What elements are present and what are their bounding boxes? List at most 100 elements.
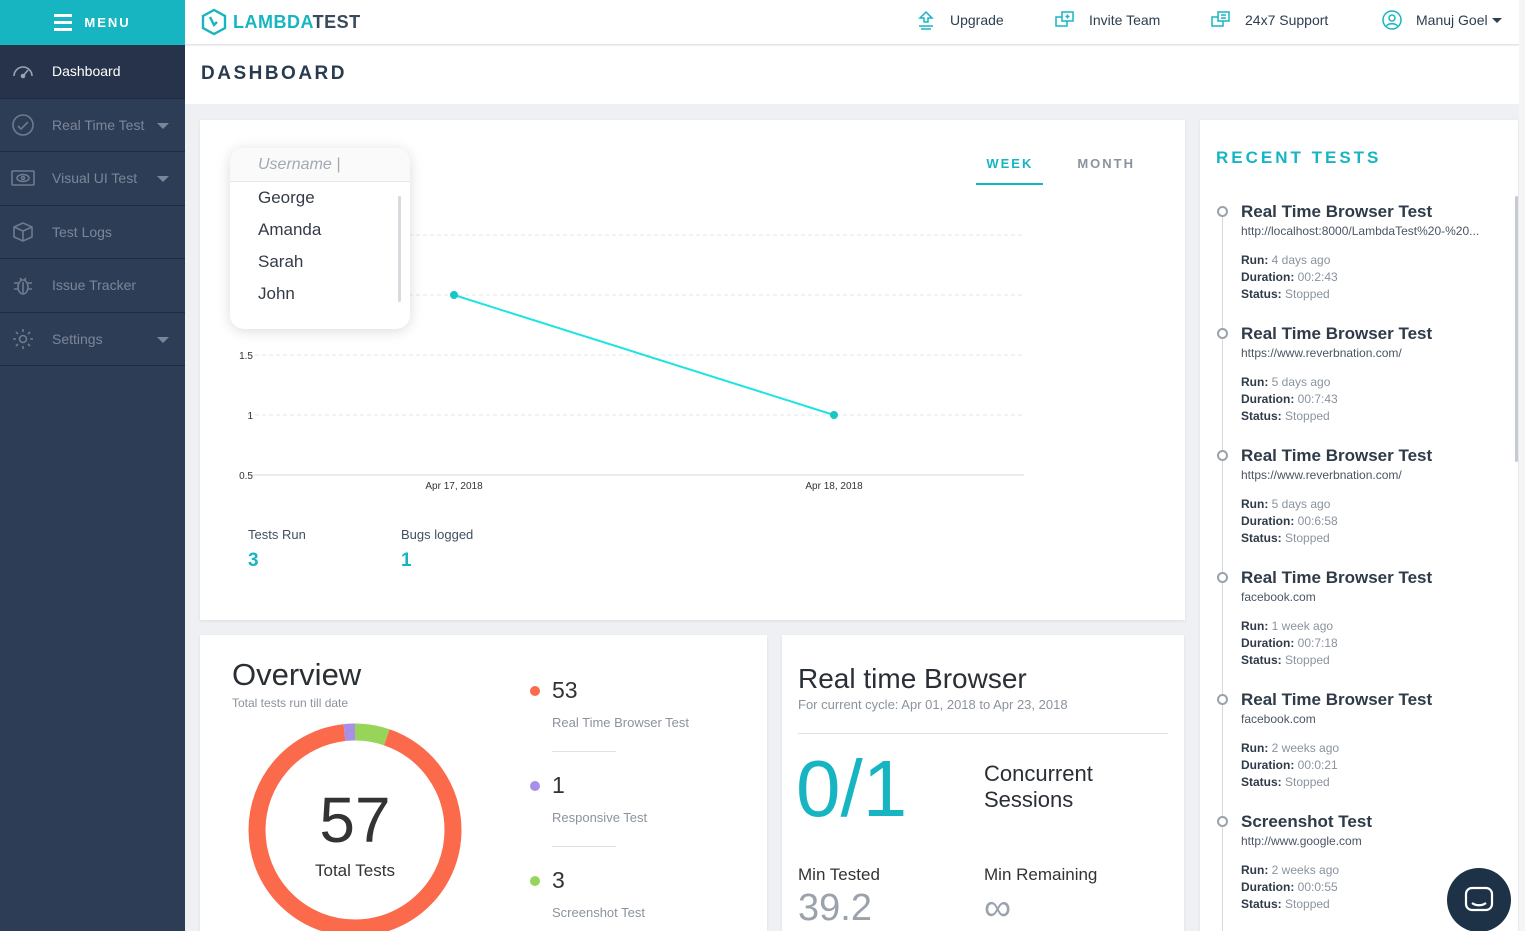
run-label: Run: — [1241, 741, 1269, 755]
timeline-node-icon — [1217, 450, 1228, 461]
lambdatest-logo[interactable]: LAMBDATEST — [201, 8, 361, 36]
legend-dot — [530, 686, 540, 696]
recent-test-item[interactable]: Real Time Browser Test https://www.reverb… — [1200, 446, 1500, 572]
dropdown-option-john[interactable]: John — [258, 284, 295, 303]
hamburger-icon — [54, 14, 73, 31]
recent-tests-title: RECENT TESTS — [1216, 148, 1382, 167]
recent-test-title[interactable]: Real Time Browser Test — [1241, 568, 1433, 587]
donut-chart — [248, 723, 462, 931]
status-label: Status: — [1241, 531, 1282, 545]
duration-label: Duration: — [1241, 758, 1295, 772]
recent-tests-card: RECENT TESTS Real Time Browser Test http:… — [1200, 120, 1518, 931]
legend-value: 1 — [552, 772, 565, 798]
recent-test-item[interactable]: Real Time Browser Test facebook.com Run: 2… — [1200, 690, 1500, 816]
status-value: Stopped — [1285, 653, 1330, 667]
recent-test-status: Status: Stopped — [1241, 653, 1330, 667]
run-label: Run: — [1241, 619, 1269, 633]
recent-test-url: http://localhost:8000/LambdaTest%20-%20.… — [1241, 224, 1480, 238]
series-line — [453, 294, 835, 416]
legend-label: Responsive Test — [552, 810, 648, 825]
recent-test-item[interactable]: Screenshot Test http://www.google.com Run:… — [1200, 812, 1500, 931]
min-remaining-value: ∞ — [984, 887, 1012, 929]
recent-test-item[interactable]: Real Time Browser Test https://www.reverb… — [1200, 324, 1500, 450]
sidebar-item-dashboard[interactable]: Dashboard — [0, 45, 185, 99]
chat-launcher-button[interactable] — [1447, 868, 1511, 931]
recent-test-item[interactable]: Real Time Browser Test http://localhost:8… — [1200, 202, 1500, 328]
user-avatar-icon — [1382, 10, 1402, 30]
recent-test-title[interactable]: Screenshot Test — [1241, 812, 1373, 831]
legend-value: 3 — [552, 867, 565, 893]
recent-test-duration: Duration: 00:2:43 — [1241, 270, 1338, 284]
gear-icon — [10, 326, 36, 352]
recent-tests-scrollbar[interactable] — [1515, 196, 1518, 462]
total-tests-label: Total Tests — [314, 861, 395, 880]
support-icon — [1211, 10, 1231, 30]
username-dropdown: Username | George Amanda Sarah John — [230, 148, 410, 329]
recent-test-run: Run: 2 weeks ago — [1241, 863, 1339, 877]
dropdown-scrollbar[interactable] — [398, 196, 401, 302]
logo-text-lambda: LAMBDA — [233, 11, 313, 32]
data-point — [830, 411, 838, 419]
recent-test-status: Status: Stopped — [1241, 287, 1330, 301]
dropdown-option-amanda[interactable]: Amanda — [258, 220, 322, 239]
duration-value: 00:2:43 — [1297, 270, 1338, 284]
y-tick-label: 1.5 — [239, 351, 253, 362]
duration-label: Duration: — [1241, 636, 1295, 650]
duration-label: Duration: — [1241, 270, 1295, 284]
status-label: Status: — [1241, 775, 1282, 789]
dropdown-option-sarah[interactable]: Sarah — [258, 252, 304, 271]
menu-label: MENU — [84, 15, 131, 30]
sidebar-item-test-logs[interactable]: Test Logs — [0, 206, 185, 259]
upgrade-link[interactable]: Upgrade — [916, 10, 1004, 30]
sidebar-item-settings[interactable]: Settings — [0, 313, 185, 366]
y-tick-label: 1 — [247, 411, 253, 422]
dropdown-option-george[interactable]: George — [258, 188, 315, 207]
support-link[interactable]: 24x7 Support — [1211, 10, 1328, 30]
divider — [798, 733, 1168, 734]
tab-month[interactable]: MONTH — [1077, 156, 1135, 171]
recent-test-title[interactable]: Real Time Browser Test — [1241, 202, 1433, 221]
invite-team-link[interactable]: Invite Team — [1055, 10, 1160, 30]
donut-slice — [248, 723, 462, 931]
recent-test-title[interactable]: Real Time Browser Test — [1241, 690, 1433, 709]
recent-test-title[interactable]: Real Time Browser Test — [1241, 324, 1433, 343]
duration-value: 00:6:58 — [1297, 514, 1338, 528]
legend-dot — [530, 876, 540, 886]
recent-test-title[interactable]: Real Time Browser Test — [1241, 446, 1433, 465]
menu-toggle-button[interactable]: MENU — [0, 0, 185, 45]
recent-test-status: Status: Stopped — [1241, 897, 1330, 911]
sidebar-item-label: Real Time Test — [52, 116, 145, 133]
speedometer-icon — [10, 58, 36, 84]
run-label: Run: — [1241, 497, 1269, 511]
timeline-node-icon — [1217, 328, 1228, 339]
run-label: Run: — [1241, 253, 1269, 267]
recent-test-duration: Duration: 00:7:18 — [1241, 636, 1338, 650]
timeline-node-icon — [1217, 694, 1228, 705]
sidebar-item-real-time-test[interactable]: Real Time Test — [0, 99, 185, 152]
overview-subtitle: Total tests run till date — [232, 696, 349, 710]
username-search-input[interactable]: Username | — [230, 148, 410, 182]
status-label: Status: — [1241, 897, 1282, 911]
timeline-line — [1222, 208, 1223, 931]
concurrent-sessions-label: Concurrent Sessions — [984, 761, 1093, 812]
page-scrollbar[interactable] — [1519, 0, 1525, 931]
sidebar: MENU Dashboard Real Time Test Visual UI … — [0, 0, 185, 931]
status-label: Status: — [1241, 653, 1282, 667]
bugs-logged-label: Bugs logged — [401, 527, 474, 542]
tab-week[interactable]: WEEK — [976, 154, 1044, 185]
clock-icon — [10, 112, 36, 138]
recent-test-duration: Duration: 00:0:55 — [1241, 880, 1338, 894]
run-value: 5 days ago — [1271, 375, 1331, 389]
duration-value: 00:7:18 — [1297, 636, 1338, 650]
sidebar-item-issue-tracker[interactable]: Issue Tracker — [0, 259, 185, 313]
chat-icon — [1464, 886, 1494, 912]
tests-run-stat: Tests Run 3 — [248, 527, 306, 572]
upgrade-icon — [916, 10, 936, 30]
recent-test-url: http://www.google.com — [1241, 834, 1362, 848]
recent-test-url: https://www.reverbnation.com/ — [1241, 468, 1402, 482]
user-menu[interactable]: Manuj Goel — [1382, 10, 1502, 30]
activity-chart-card: 0.5 1 1.5 Apr 17, 2018 Apr 18, 2018 WEEK MON… — [200, 120, 1185, 620]
duration-value: 00:0:55 — [1297, 880, 1338, 894]
recent-test-item[interactable]: Real Time Browser Test facebook.com Run: 1… — [1200, 568, 1500, 694]
sidebar-item-visual-ui-test[interactable]: Visual UI Test — [0, 152, 185, 206]
